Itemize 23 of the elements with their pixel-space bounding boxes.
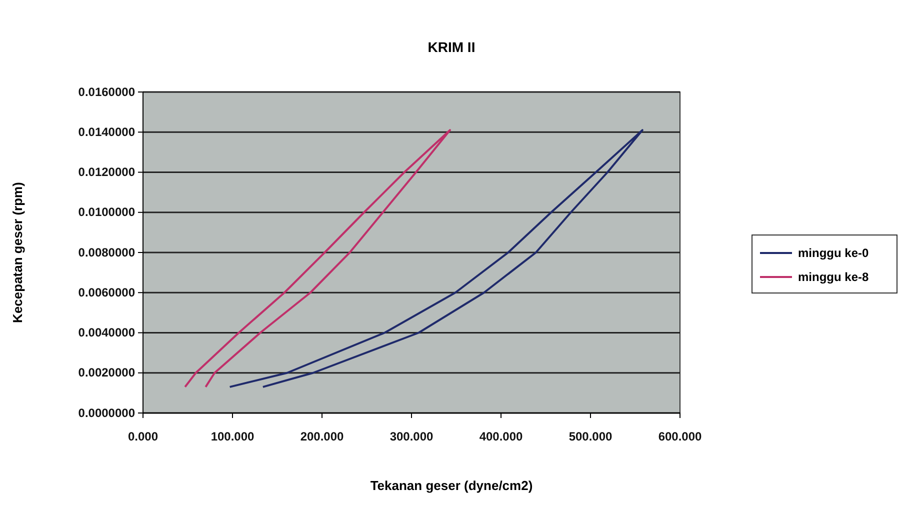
legend-label: minggu ke-0 <box>798 246 869 260</box>
x-tick-label: 0.000 <box>128 430 158 444</box>
y-tick-label: 0.0120000 <box>78 165 136 180</box>
y-tick-label: 0.0100000 <box>78 205 136 220</box>
chart-title: KRIM II <box>428 39 476 55</box>
x-tick-label: 500.000 <box>568 430 613 444</box>
y-tick-label: 0.0160000 <box>78 84 136 99</box>
x-tick-label: 200.000 <box>300 430 344 444</box>
line-series <box>184 129 451 388</box>
y-tick-label: 0.0080000 <box>78 245 136 260</box>
line-series <box>228 129 644 388</box>
y-tick-label: 0.0060000 <box>78 285 136 300</box>
y-tick-label: 0.0020000 <box>78 366 136 380</box>
x-axis-title: Tekanan geser (dyne/cm2) <box>370 478 533 493</box>
legend-label: minggu ke-8 <box>798 270 869 284</box>
y-tick-label: 0.0040000 <box>78 326 136 340</box>
y-axis-title: Kecepatan geser (rpm) <box>10 182 25 323</box>
x-tick-label: 600.000 <box>658 430 702 444</box>
x-tick-label: 400.000 <box>479 430 524 444</box>
x-tick-label: 300.000 <box>390 430 434 444</box>
y-tick-label: 0.0000000 <box>78 406 136 420</box>
x-tick-label: 100.000 <box>210 430 255 444</box>
y-tick-label: 0.0140000 <box>78 124 136 139</box>
